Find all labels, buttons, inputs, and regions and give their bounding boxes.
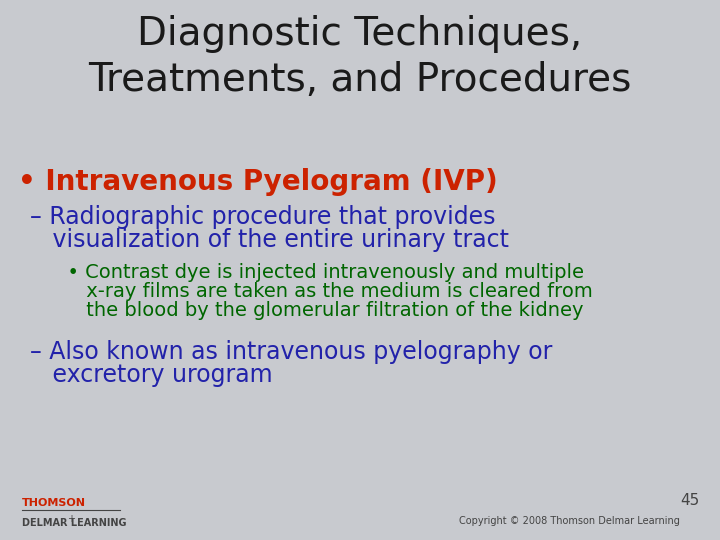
- Text: • Intravenous Pyelogram (IVP): • Intravenous Pyelogram (IVP): [18, 168, 498, 196]
- Text: 45: 45: [680, 493, 699, 508]
- Text: Copyright © 2008 Thomson Delmar Learning: Copyright © 2008 Thomson Delmar Learning: [459, 516, 680, 526]
- Text: Diagnostic Techniques,
Treatments, and Procedures: Diagnostic Techniques, Treatments, and P…: [89, 15, 631, 98]
- Text: the blood by the glomerular filtration of the kidney: the blood by the glomerular filtration o…: [55, 301, 583, 320]
- Text: DELMAR LEARNING: DELMAR LEARNING: [22, 518, 127, 528]
- Text: excretory urogram: excretory urogram: [30, 363, 273, 387]
- Text: visualization of the entire urinary tract: visualization of the entire urinary trac…: [30, 228, 509, 252]
- Text: x-ray films are taken as the medium is cleared from: x-ray films are taken as the medium is c…: [55, 282, 593, 301]
- Text: – Also known as intravenous pyelography or: – Also known as intravenous pyelography …: [30, 340, 552, 364]
- Text: • Contrast dye is injected intravenously and multiple: • Contrast dye is injected intravenously…: [55, 263, 584, 282]
- Text: – Radiographic procedure that provides: – Radiographic procedure that provides: [30, 205, 495, 229]
- Text: THOMSON: THOMSON: [22, 498, 86, 508]
- Text: +: +: [67, 514, 75, 524]
